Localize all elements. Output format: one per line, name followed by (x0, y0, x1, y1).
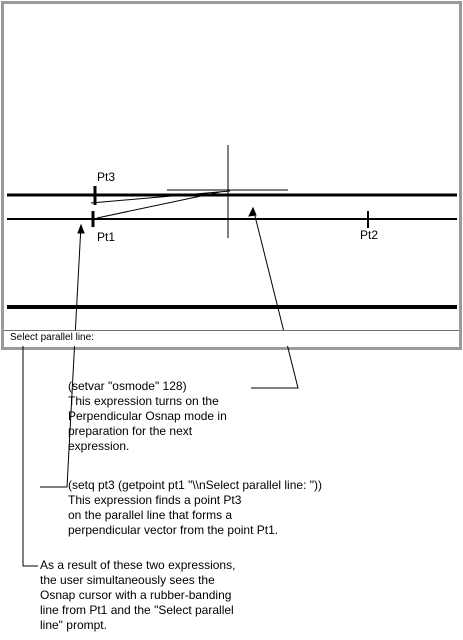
annotation-result: As a result of these two expressions, th… (40, 558, 235, 633)
annotation-line: Osnap cursor with a rubber-banding (40, 588, 232, 602)
annotation-osmode: (setvar "osmode" 128) This expression tu… (68, 379, 227, 454)
pt3-label: Pt3 (97, 170, 116, 184)
annotation-line: perpendicular vector from the point Pt1. (68, 523, 279, 537)
annotation-line: This expression turns on the (68, 394, 219, 408)
annotation-line: on the parallel line that forms a (68, 508, 233, 522)
callout-leaders (22, 206, 299, 567)
annotation-getpoint: (setq pt3 (getpoint pt1 "\\nSelect paral… (68, 478, 322, 538)
annotation-line: (setq pt3 (getpoint pt1 "\\nSelect paral… (68, 478, 322, 492)
annotation-line: line" prompt. (40, 618, 107, 632)
annotation-line: expression. (68, 439, 130, 453)
annotation-line: Perpendicular Osnap mode in (68, 409, 227, 423)
annotation-line: (setvar "osmode" 128) (68, 379, 187, 393)
annotation-line: This expression finds a point Pt3 (68, 493, 242, 507)
command-prompt-text: Select parallel line: (10, 332, 94, 343)
annotation-line: As a result of these two expressions, (40, 558, 236, 572)
pt2-label: Pt2 (360, 228, 379, 242)
annotation-line: preparation for the next (68, 424, 193, 438)
annotation-line: the user simultaneously sees the (40, 573, 215, 587)
rubber-band-lines (90, 190, 231, 219)
pt1-label: Pt1 (97, 230, 116, 244)
command-line[interactable]: Select parallel line: (4, 330, 459, 346)
annotation-line: line from Pt1 and the "Select parallel (40, 603, 234, 617)
